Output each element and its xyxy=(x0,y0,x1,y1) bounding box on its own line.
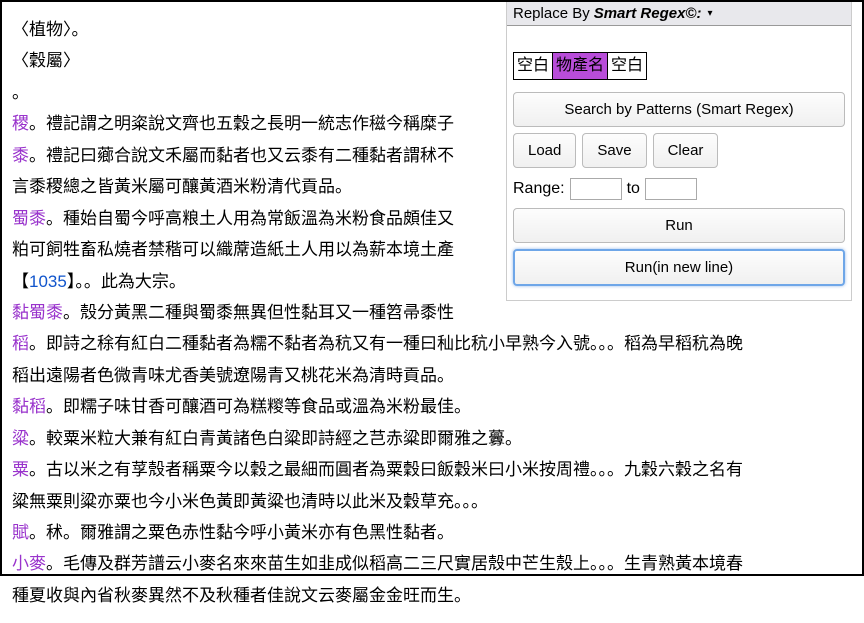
entry-name: 賦 xyxy=(12,523,29,542)
pattern-segment-term[interactable]: 物產名 xyxy=(553,53,608,79)
text-line: 種夏收與內省秋麥異然不及秋種者佳說文云麥屬金金旺而生。 xyxy=(12,580,852,611)
pattern-segment-whitespace[interactable]: 空白 xyxy=(514,53,553,79)
range-row: Range: to xyxy=(513,178,845,200)
panel-body: 空白物產名空白 Search by Patterns (Smart Regex)… xyxy=(507,26,851,300)
run-new-line-button[interactable]: Run(in new line) xyxy=(513,249,845,286)
pattern-input[interactable]: 空白物產名空白 xyxy=(513,52,647,80)
text-line: 粱無粟則粱亦粟也今小米色黃即黃粱也清時以此米及穀草充。。。 xyxy=(12,486,852,517)
range-to-label: to xyxy=(627,180,640,198)
bracket-number: 1035 xyxy=(29,272,67,291)
text-line: 黏稻。即糯子味甘香可釀酒可為糕糉等食品或溫為米粉最佳。 xyxy=(12,391,852,422)
entry-name: 黏蜀黍 xyxy=(12,303,63,322)
smart-regex-panel: Replace By Smart Regex©: ▾ 空白物產名空白 Searc… xyxy=(506,2,852,301)
text-line: 黏蜀黍。殼分黃黑二種與蜀黍無異但性黏耳又一種笤帚黍性 xyxy=(12,297,852,328)
search-button[interactable]: Search by Patterns (Smart Regex) xyxy=(513,92,845,127)
range-from-input[interactable] xyxy=(570,178,622,200)
load-button[interactable]: Load xyxy=(513,133,576,168)
dropdown-arrow-icon[interactable]: ▾ xyxy=(707,8,712,19)
entry-name: 小麥 xyxy=(12,554,46,573)
text-line: 稻。即詩之稌有紅白二種黏者為糯不黏者為秔又有一種曰秈比秔小早熟今入號。。。稻為早… xyxy=(12,328,852,359)
save-button[interactable]: Save xyxy=(582,133,646,168)
entry-name: 稻 xyxy=(12,334,29,353)
text-line: 粟。古以米之有莩殼者稱粟今以穀之最細而圓者為粟穀曰飯穀米曰小米按周禮。。。九穀六… xyxy=(12,454,852,485)
button-row: Load Save Clear xyxy=(513,133,845,168)
pattern-segment-whitespace[interactable]: 空白 xyxy=(608,53,646,79)
text-line: 粱。較粟米粒大兼有紅白青黃諸色白粱即詩經之芑赤粱即爾雅之虋。 xyxy=(12,423,852,454)
range-label: Range: xyxy=(513,180,565,198)
entry-name: 黍 xyxy=(12,146,29,165)
text-line: 賦。秫。爾雅謂之粟色赤性黏今呼小黃米亦有色黑性黏者。 xyxy=(12,517,852,548)
panel-title: Replace By Smart Regex©: ▾ xyxy=(507,2,851,26)
entry-name: 粟 xyxy=(12,460,29,479)
range-to-input[interactable] xyxy=(645,178,697,200)
panel-title-prefix: Replace By xyxy=(513,5,590,22)
clear-button[interactable]: Clear xyxy=(653,133,719,168)
panel-title-brand: Smart Regex©: xyxy=(594,5,702,22)
entry-name: 黏稻 xyxy=(12,397,46,416)
run-button[interactable]: Run xyxy=(513,208,845,243)
entry-name: 稷 xyxy=(12,114,29,133)
text-line: 小麥。毛傳及群芳譜云小麥名來來苗生如韭成似稻高二三尺實居殼中芒生殼上。。。生青熟… xyxy=(12,548,852,579)
entry-name: 蜀黍 xyxy=(12,209,46,228)
entry-name: 粱 xyxy=(12,429,29,448)
text-line: 稻出遠陽者色微青味尤香美號遼陽青又桃花米為清時貢品。 xyxy=(12,360,852,391)
